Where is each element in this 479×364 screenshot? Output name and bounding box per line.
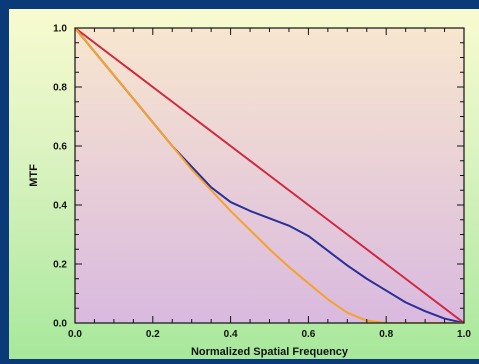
y-tick-label: 0.4	[53, 201, 67, 212]
mtf-chart: 0.0 0.2 0.4 0.6 0.8 1.0 0.0 0.2 0.4 0.6 0.8 1.0 Nor…	[28, 24, 471, 359]
y-tick-label: 0.2	[53, 260, 67, 271]
x-tick-label: 0.0	[68, 329, 82, 340]
x-tick-label: 0.4	[224, 329, 238, 340]
y-tick-label: 0.6	[53, 142, 67, 153]
chart-frame: 0.0 0.2 0.4 0.6 0.8 1.0 0.0 0.2 0.4 0.6 0.8 1.0 Nor…	[9, 9, 479, 359]
x-axis-title: Normalized Spatial Frequency	[191, 346, 349, 358]
x-tick-label: 0.2	[146, 329, 160, 340]
x-tick-label: 1.0	[457, 329, 471, 340]
y-tick-label: 0.8	[53, 83, 67, 94]
x-tick-label: 0.6	[301, 329, 315, 340]
mtf-curve-1	[75, 28, 464, 323]
y-axis-title: MTF	[28, 164, 40, 187]
x-tick-label: 0.8	[379, 329, 393, 340]
y-tick-label: 1.0	[53, 24, 67, 35]
y-tick-label: 0.0	[53, 319, 67, 330]
